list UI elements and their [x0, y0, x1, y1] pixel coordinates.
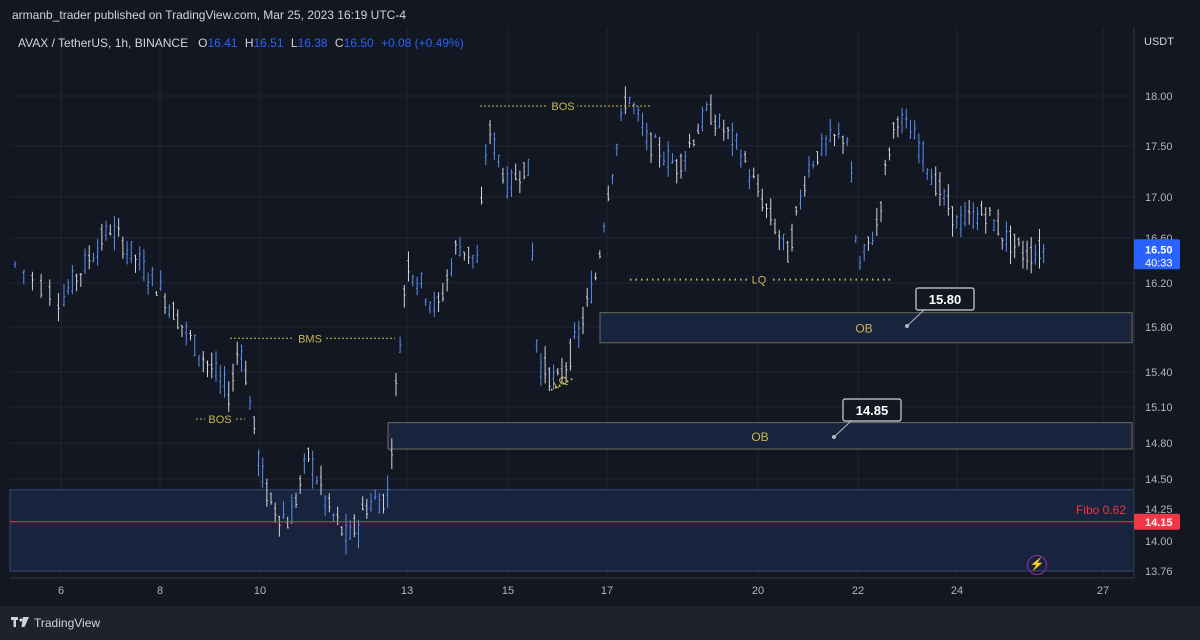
- publisher-bar: armanb_trader published on TradingView.c…: [0, 0, 1200, 28]
- ob-lower-label: OB: [751, 430, 768, 444]
- bos-top-bg: [547, 99, 577, 113]
- candle-series: [13, 86, 1045, 555]
- unit-label: USDT: [1144, 36, 1174, 48]
- bos-top-label: BOS: [551, 101, 574, 113]
- open-label: O: [198, 36, 208, 50]
- close-value: 16.50: [343, 36, 374, 50]
- high-value: 16.51: [253, 36, 284, 50]
- bos-low-label: BOS: [208, 414, 231, 426]
- y-tick-label: 14.25: [1145, 504, 1173, 516]
- callout-lower-pointer: [833, 420, 852, 438]
- high-label: H: [244, 36, 254, 50]
- ob-upper-label: OB: [855, 322, 872, 336]
- y-tick-label: 14.00: [1145, 536, 1173, 548]
- order-block-zone: [9, 489, 1135, 572]
- change-value: +0.08 (+0.49%): [380, 36, 464, 50]
- x-tick-label: 17: [601, 585, 613, 597]
- lq-diag-label: LQ: [552, 374, 571, 392]
- x-tick-label: 20: [752, 585, 764, 597]
- tradingview-logo-icon: [11, 617, 29, 627]
- callout-lower-dot: [832, 435, 836, 439]
- fibo-price-text: 14.15: [1145, 517, 1173, 529]
- y-tick-label: 14.80: [1145, 438, 1173, 450]
- publisher-text: armanb_trader published on TradingView.c…: [12, 8, 407, 22]
- bms-label: BMS: [298, 333, 322, 345]
- price-axis: 18.0017.5017.0016.6016.2015.8015.4015.10…: [1133, 28, 1180, 578]
- y-tick-label: 17.00: [1145, 192, 1173, 204]
- lightning-icon[interactable]: ⚡: [1027, 555, 1047, 575]
- fibo-price-tag: [1134, 513, 1180, 530]
- lq-bg: [748, 272, 770, 287]
- y-tick-label: 18.00: [1145, 91, 1173, 103]
- x-tick-label: 22: [852, 585, 864, 597]
- order-block-zone: [387, 422, 1133, 450]
- open-value: 16.41: [207, 36, 238, 50]
- footer-bar: TradingView: [0, 606, 1200, 640]
- y-tick-label: 13.76: [1145, 566, 1173, 578]
- y-tick-label: 14.50: [1145, 474, 1173, 486]
- callout-upper-dot: [905, 324, 909, 328]
- callout-upper-box: [915, 287, 975, 311]
- y-tick-label: 15.80: [1145, 322, 1173, 334]
- callout-upper-text: 15.80: [929, 292, 962, 307]
- y-tick-label: 15.40: [1145, 367, 1173, 379]
- callout-lower-box: [842, 398, 902, 422]
- y-tick-label: 16.20: [1145, 278, 1173, 290]
- low-value: 16.38: [297, 36, 328, 50]
- current-price-tag: [1134, 239, 1180, 270]
- x-tick-label: 24: [951, 585, 963, 597]
- annotation-overlays: BOS BMS BOS LQ LQ OB OB 15.80 14.85 Fibo 0.62: [10, 99, 1134, 523]
- x-tick-label: 13: [401, 585, 413, 597]
- close-label: C: [334, 36, 344, 50]
- callout-upper-pointer: [906, 309, 925, 327]
- callout-lower-text: 14.85: [856, 403, 889, 418]
- y-tick-label: 17.50: [1145, 141, 1173, 153]
- order-block-zone: [599, 312, 1133, 344]
- low-label: L: [290, 36, 298, 50]
- order-block-zones: [9, 312, 1135, 572]
- bms-bg: [294, 331, 326, 346]
- x-tick-label: 10: [254, 585, 266, 597]
- symbol-name: AVAX / TetherUS, 1h, BINANCE: [18, 36, 189, 50]
- footer-brand: TradingView: [34, 616, 101, 630]
- symbol-legend: AVAX / TetherUS, 1h, BINANCE O16.41 H16.…: [18, 36, 464, 50]
- x-tick-label: 27: [1097, 585, 1109, 597]
- current-price-text: 16.50: [1145, 244, 1173, 256]
- fibo-label: Fibo 0.62: [1076, 503, 1126, 517]
- bos-low-bg: [205, 412, 235, 426]
- y-tick-label: 15.10: [1145, 402, 1173, 414]
- x-tick-label: 6: [58, 585, 64, 597]
- x-tick-label: 15: [502, 585, 514, 597]
- time-axis: 6 8 10 13 15 17 20 22 24 27: [10, 577, 1134, 597]
- countdown-text: 40:33: [1145, 257, 1173, 269]
- price-chart[interactable]: BOS BMS BOS LQ LQ OB OB 15.80 14.85 Fibo 0.62 18.…: [0, 0, 1200, 606]
- lq-label: LQ: [752, 275, 767, 287]
- x-tick-label: 8: [157, 585, 163, 597]
